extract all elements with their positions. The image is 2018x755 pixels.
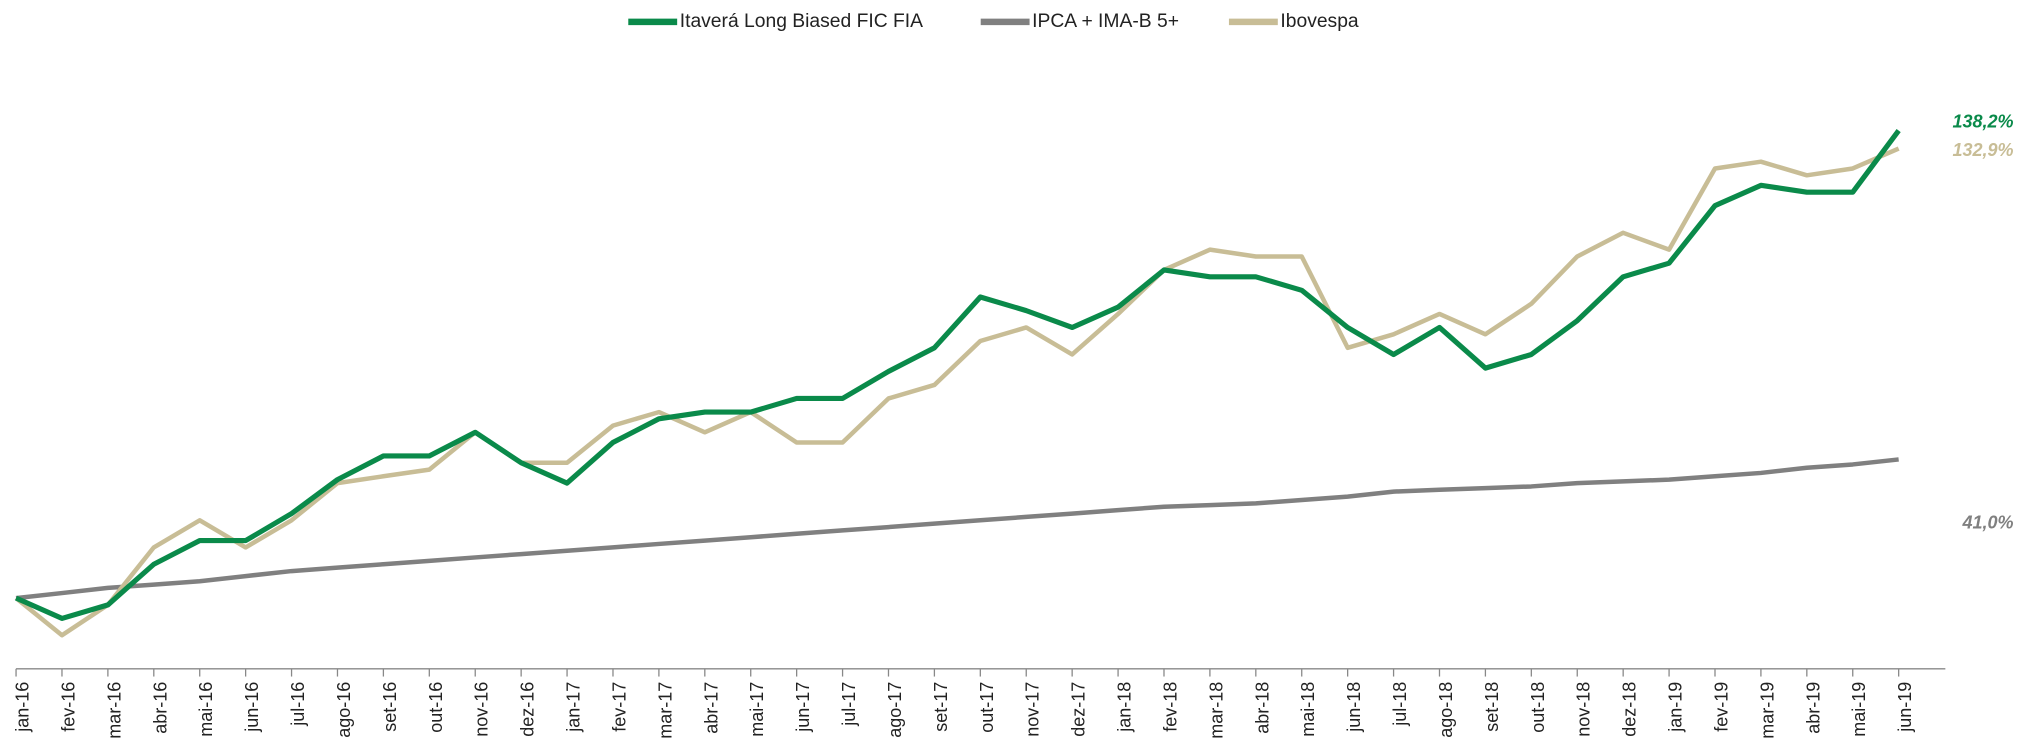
x-tick-label: set-16 [380, 682, 400, 732]
x-tick-label: set-18 [1482, 682, 1502, 732]
x-tick-label: fev-16 [58, 682, 78, 732]
x-tick-label: jan-17 [564, 682, 584, 733]
x-tick-label: jun-16 [242, 682, 262, 733]
x-tick-label: mar-18 [1206, 682, 1226, 739]
x-tick-label: out-18 [1528, 682, 1548, 733]
x-tick-label: mar-19 [1757, 682, 1777, 739]
x-tick-label: mar-17 [655, 682, 675, 739]
x-tick-label: ago-17 [885, 682, 905, 738]
legend-label: IPCA + IMA-B 5+ [1032, 11, 1179, 32]
x-tick-label: mai-17 [747, 682, 767, 737]
x-tick-label: set-17 [931, 682, 951, 732]
end-label: 138,2% [1952, 112, 2013, 132]
x-tick-label: abr-16 [150, 682, 170, 734]
series-line [15, 129, 1901, 621]
x-tick-label: ago-16 [334, 682, 354, 738]
x-tick-label: fev-19 [1711, 682, 1731, 732]
end-label: 132,9% [1952, 140, 2013, 160]
x-tick-label: jan-18 [1115, 682, 1135, 733]
x-tick-label: jun-17 [793, 682, 813, 733]
x-tick-label: nov-17 [1023, 682, 1043, 737]
x-tick-label: jul-16 [288, 682, 308, 727]
series-line [15, 457, 1899, 601]
x-tick-label: out-17 [977, 682, 997, 733]
x-tick-label: nov-16 [472, 682, 492, 737]
x-tick-label: abr-19 [1803, 682, 1823, 734]
x-tick-label: out-16 [426, 682, 446, 733]
x-tick-label: jun-19 [1895, 682, 1915, 733]
x-tick-label: mai-19 [1849, 682, 1869, 737]
x-tick-label: fev-18 [1160, 682, 1180, 732]
x-tick-label: jun-18 [1344, 682, 1364, 733]
series-line [14, 146, 1900, 638]
end-label: 41,0% [1961, 512, 2013, 532]
x-tick-label: jul-18 [1390, 682, 1410, 727]
x-tick-label: dez-16 [518, 682, 538, 737]
x-tick-label: jul-17 [839, 682, 859, 727]
legend-label: Itaverá Long Biased FIC FIA [680, 11, 923, 32]
x-tick-label: dez-17 [1069, 682, 1089, 737]
x-tick-label: dez-18 [1620, 682, 1640, 737]
legend-label: Ibovespa [1280, 11, 1359, 32]
x-tick-label: nov-18 [1574, 682, 1594, 737]
x-tick-label: jan-16 [13, 682, 33, 733]
x-tick-label: ago-18 [1436, 682, 1456, 738]
x-tick-label: fev-17 [609, 682, 629, 732]
x-tick-label: abr-17 [701, 682, 721, 734]
x-tick-label: abr-18 [1252, 682, 1272, 734]
x-tick-label: jan-19 [1666, 682, 1686, 733]
x-tick-label: mar-16 [104, 682, 124, 739]
x-tick-label: mai-16 [196, 682, 216, 737]
x-tick-label: mai-18 [1298, 682, 1318, 737]
